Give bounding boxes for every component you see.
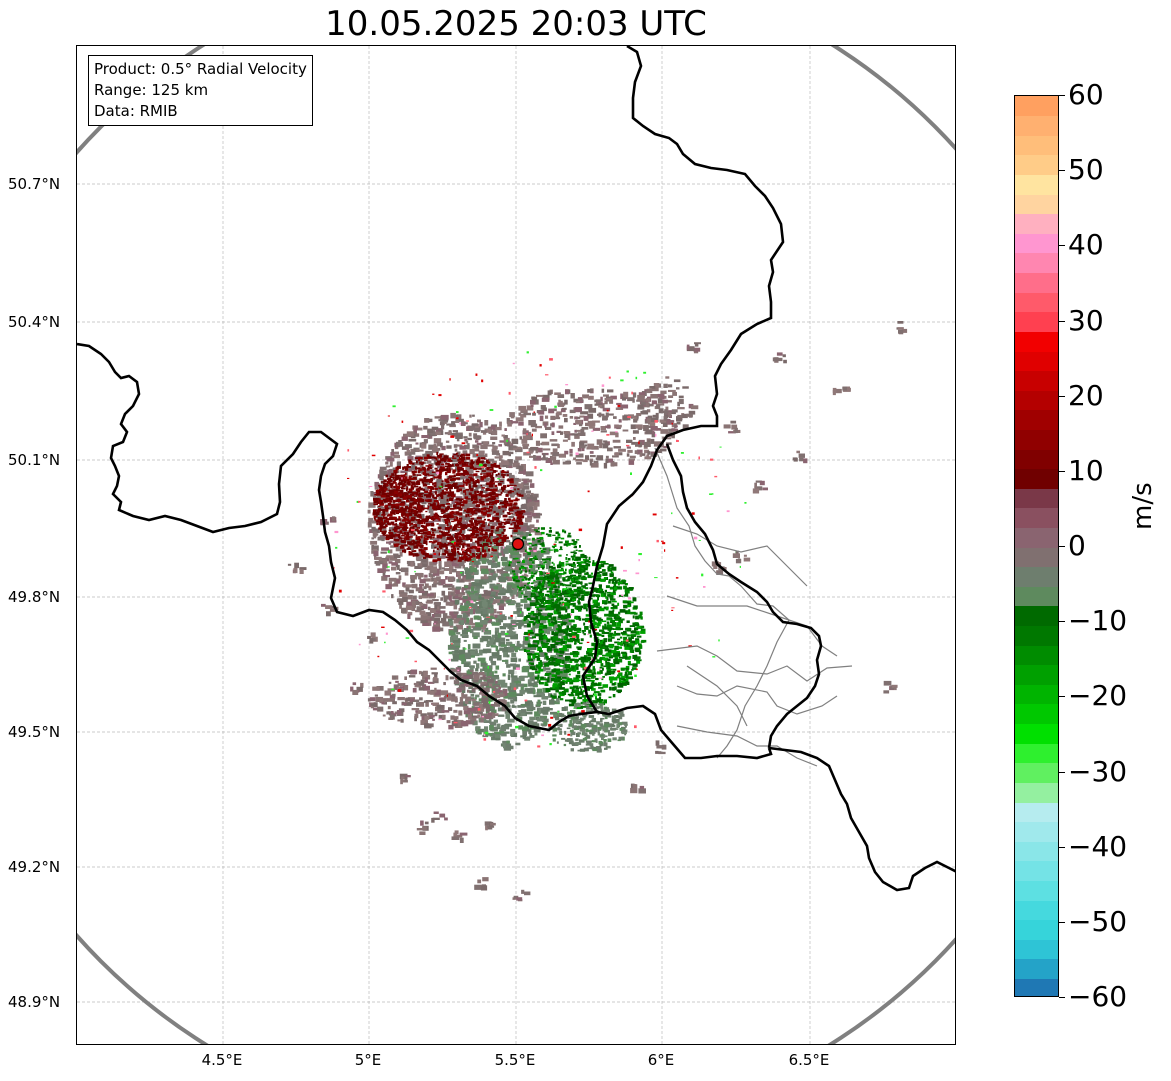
- colorbar-band: [1015, 390, 1058, 411]
- colorbar-band: [1015, 880, 1058, 901]
- colorbar-band: [1015, 331, 1058, 352]
- radar-map-canvas: [77, 46, 955, 1044]
- colorbar-band: [1015, 429, 1058, 450]
- colorbar-tick-mark: [1059, 921, 1065, 923]
- colorbar-tick-label: 20: [1068, 378, 1104, 412]
- product-info-box: Product: 0.5° Radial Velocity Range: 125…: [88, 55, 313, 126]
- colorbar-band: [1015, 782, 1058, 803]
- colorbar-tick-label: 30: [1068, 303, 1104, 337]
- colorbar-band: [1015, 252, 1058, 274]
- colorbar-band: [1015, 939, 1058, 960]
- data-source-label: Data: RMIB: [94, 102, 178, 120]
- colorbar-band: [1015, 115, 1058, 136]
- colorbar-band: [1015, 801, 1058, 823]
- lat-tick-label: 49.5°N: [8, 723, 61, 741]
- colorbar-band: [1015, 213, 1058, 234]
- colorbar-band: [1015, 194, 1058, 215]
- colorbar-tick-mark: [1059, 170, 1065, 172]
- lat-tick-label: 48.9°N: [8, 993, 61, 1011]
- colorbar-band: [1015, 899, 1058, 921]
- colorbar-band: [1015, 468, 1058, 489]
- colorbar-band: [1015, 292, 1058, 313]
- colorbar-tick-label: −20: [1068, 679, 1128, 713]
- colorbar-band: [1015, 625, 1058, 646]
- colorbar-band: [1015, 566, 1058, 587]
- colorbar-tick-label: 40: [1068, 228, 1104, 262]
- colorbar-tick-mark: [1059, 621, 1065, 623]
- colorbar-band: [1015, 135, 1058, 156]
- colorbar-unit-label: m/s: [1128, 482, 1158, 530]
- colorbar-tick-label: −60: [1068, 980, 1128, 1013]
- colorbar-tick-mark: [1059, 245, 1065, 247]
- colorbar-band: [1015, 821, 1058, 842]
- colorbar-tick-label: −40: [1068, 829, 1128, 863]
- colorbar-band: [1015, 507, 1058, 528]
- colorbar-band: [1015, 174, 1058, 195]
- colorbar-tick-label: −50: [1068, 904, 1128, 938]
- colorbar-band: [1015, 448, 1058, 470]
- colorbar-band: [1015, 488, 1058, 509]
- map-title: 10.05.2025 20:03 UTC: [325, 4, 707, 44]
- colorbar-band: [1015, 743, 1058, 764]
- colorbar-band: [1015, 370, 1058, 391]
- colorbar-band: [1015, 978, 1058, 996]
- colorbar-band: [1015, 350, 1058, 372]
- colorbar-tick-mark: [1059, 395, 1065, 397]
- lat-tick-label: 50.1°N: [8, 451, 61, 469]
- colorbar-band: [1015, 96, 1058, 117]
- colorbar-band: [1015, 958, 1058, 979]
- velocity-echoes: [287, 321, 908, 902]
- lat-tick-label: 49.2°N: [8, 858, 61, 876]
- colorbar-tick-mark: [1059, 95, 1065, 96]
- colorbar-tick-label: 0: [1068, 529, 1086, 562]
- colorbar-band: [1015, 311, 1058, 332]
- colorbar-band: [1015, 860, 1058, 881]
- colorbar-tick-label: 10: [1068, 453, 1104, 487]
- colorbar-band: [1015, 762, 1058, 783]
- colorbar-tick-mark: [1059, 470, 1065, 472]
- admin-borders: [654, 447, 853, 767]
- country-borders: [77, 46, 955, 892]
- colorbar-band: [1015, 547, 1058, 568]
- colorbar-tick-mark: [1059, 320, 1065, 322]
- colorbar-tick-mark: [1059, 997, 1065, 998]
- lat-tick-label: 50.4°N: [8, 313, 61, 331]
- radar-map[interactable]: [76, 45, 956, 1045]
- lon-tick-label: 5.5°E: [494, 1051, 536, 1069]
- colorbar-band: [1015, 684, 1058, 705]
- colorbar-tick-mark: [1059, 846, 1065, 848]
- colorbar-band: [1015, 841, 1058, 862]
- lon-tick-label: 6°E: [647, 1051, 675, 1069]
- colorbar-band: [1015, 605, 1058, 627]
- colorbar-tick-label: 60: [1068, 78, 1104, 111]
- lon-tick-label: 5°E: [354, 1051, 382, 1069]
- colorbar-band: [1015, 645, 1058, 666]
- colorbar-band: [1015, 154, 1058, 176]
- colorbar-tick-label: −30: [1068, 754, 1128, 788]
- radar-site-marker: [511, 537, 525, 551]
- colorbar-tick-mark: [1059, 696, 1065, 698]
- lat-tick-label: 50.7°N: [8, 175, 61, 193]
- lat-tick-label: 49.8°N: [8, 588, 61, 606]
- colorbar-tick-mark: [1059, 771, 1065, 773]
- colorbar-band: [1015, 919, 1058, 940]
- colorbar: [1014, 95, 1059, 997]
- colorbar-band: [1015, 703, 1058, 725]
- product-label: Product: 0.5° Radial Velocity: [94, 60, 307, 78]
- colorbar-band: [1015, 409, 1058, 430]
- colorbar-band: [1015, 527, 1058, 548]
- radar-site-dot: [511, 537, 525, 551]
- lon-tick-label: 6.5°E: [788, 1051, 830, 1069]
- colorbar-tick-mark: [1059, 546, 1065, 547]
- colorbar-tick-label: 50: [1068, 153, 1104, 187]
- range-label: Range: 125 km: [94, 81, 209, 99]
- colorbar-band: [1015, 272, 1058, 293]
- colorbar-band: [1015, 664, 1058, 685]
- colorbar-band: [1015, 586, 1058, 607]
- colorbar-band: [1015, 233, 1058, 254]
- colorbar-band: [1015, 723, 1058, 744]
- colorbar-tick-label: −10: [1068, 604, 1128, 638]
- lon-tick-label: 4.5°E: [201, 1051, 243, 1069]
